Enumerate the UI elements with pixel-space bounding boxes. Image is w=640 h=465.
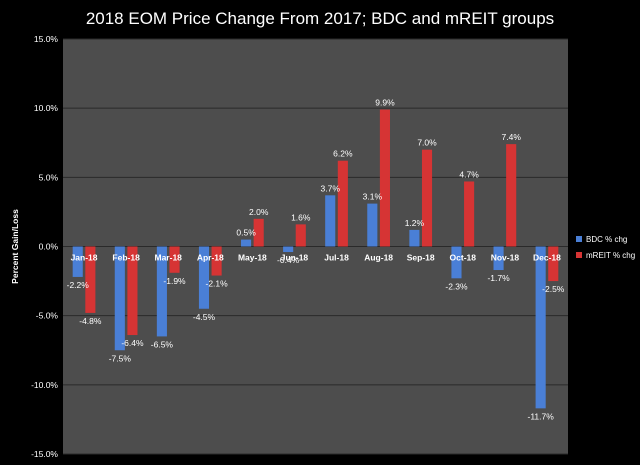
bar-mreit-oct-18 (464, 181, 475, 247)
data-label: -1.9% (163, 276, 186, 286)
category-label: Mar-18 (155, 253, 183, 263)
data-labels: -2.2% -4.8% -7.5% -6.4% -6.5% -1.9% -4.5% -2.1%… (67, 98, 565, 422)
bar-mreit-aug-18 (379, 109, 390, 247)
data-label: -11.7% (527, 411, 554, 421)
bar-mreit-sep-18 (421, 149, 433, 247)
legend-label-mreit: mREIT % chg (586, 251, 635, 260)
category-label: Apr-18 (197, 253, 224, 263)
bar-bdc-jun-18 (283, 246, 294, 253)
gridlines (63, 38, 568, 455)
data-label: -0.4% (277, 255, 300, 265)
bar-bdc-dec-18 (535, 246, 546, 409)
data-label: -1.7% (487, 273, 510, 283)
data-label: 0.5% (236, 228, 256, 238)
bars (72, 109, 559, 409)
y-axis-label: Percent Gain/Loss (10, 209, 20, 284)
bar-bdc-jul-18 (325, 195, 336, 247)
data-label: 7.4% (502, 132, 522, 142)
data-label: -2.1% (205, 279, 228, 289)
category-label: Dec-18 (533, 253, 561, 263)
bar-bdc-feb-18 (114, 246, 125, 351)
bar-bdc-sep-18 (409, 229, 420, 247)
data-label: -4.5% (193, 312, 216, 322)
data-label: 2.0% (249, 207, 269, 217)
bar-mreit-feb-18 (127, 246, 138, 336)
data-label: -6.4% (121, 338, 144, 348)
bar-mreit-may-18 (253, 218, 264, 247)
legend-swatch-bdc (576, 236, 582, 242)
bar-bdc-oct-18 (451, 246, 462, 279)
y-tick-label: 0.0% (39, 242, 59, 252)
data-label: -6.5% (151, 339, 174, 349)
category-label: Aug-18 (364, 253, 393, 263)
category-label: Jul-18 (324, 253, 349, 263)
data-label: 3.1% (363, 192, 383, 202)
bar-mreit-dec-18 (548, 246, 559, 282)
bar-mreit-jul-18 (337, 160, 348, 247)
legend: BDC % chg mREIT % chg (576, 235, 635, 260)
bar-bdc-aug-18 (367, 203, 378, 247)
category-label: Feb-18 (112, 253, 140, 263)
data-label: 7.0% (417, 138, 437, 148)
bar-mreit-nov-18 (506, 144, 517, 247)
category-label: Jan-18 (71, 253, 98, 263)
legend-swatch-mreit (576, 252, 582, 258)
data-label: -2.5% (542, 284, 565, 294)
data-label: 1.6% (291, 212, 311, 222)
bar-bdc-apr-18 (198, 246, 210, 309)
bar-bdc-nov-18 (493, 246, 504, 271)
bar-mreit-apr-18 (211, 246, 222, 276)
category-label: Nov-18 (491, 253, 520, 263)
bar-mreit-mar-18 (169, 246, 180, 273)
bar-mreit-jan-18 (85, 246, 96, 313)
bar-bdc-may-18 (241, 239, 252, 247)
category-label: Oct-18 (450, 253, 477, 263)
y-tick-label: 5.0% (39, 172, 59, 182)
y-tick-label: -5.0% (36, 311, 59, 321)
data-label: 9.9% (375, 98, 395, 108)
bar-bdc-jan-18 (72, 246, 83, 277)
chart-title: 2018 EOM Price Change From 2017; BDC and… (86, 9, 554, 28)
category-label: Jun-18 (281, 253, 309, 263)
data-label: -2.3% (445, 281, 468, 291)
data-label: 1.2% (405, 218, 425, 228)
data-label: -2.2% (67, 280, 90, 290)
legend-label-bdc: BDC % chg (586, 235, 627, 244)
data-label: 3.7% (321, 183, 341, 193)
bar-mreit-jun-18 (295, 224, 306, 247)
data-label: -4.8% (79, 316, 102, 326)
y-tick-label: 10.0% (34, 103, 59, 113)
data-label: 6.2% (333, 149, 353, 159)
y-tick-label: 15.0% (34, 34, 59, 44)
category-label: May-18 (238, 253, 267, 263)
y-tick-label: -15.0% (31, 449, 58, 459)
y-axis-ticks: -15.0% -10.0% -5.0% 0.0% 5.0% 10.0% 15.0% (31, 34, 58, 459)
category-label: Sep-18 (407, 253, 435, 263)
data-label: 4.7% (459, 169, 479, 179)
data-label: -7.5% (109, 353, 132, 363)
bar-bdc-mar-18 (156, 246, 167, 337)
category-labels: Jan-18 Feb-18 Mar-18 Apr-18 May-18 Jun-18 Jul-… (71, 253, 562, 263)
y-tick-label: -10.0% (31, 380, 58, 390)
